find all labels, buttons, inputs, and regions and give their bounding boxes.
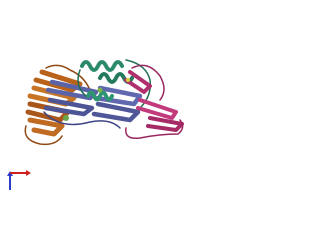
- loop: [45, 64, 91, 91]
- helix: [86, 90, 114, 102]
- strand: [93, 85, 143, 107]
- axis-indicator: [7, 170, 31, 190]
- chain-magenta: [124, 64, 184, 140]
- loop: [131, 64, 165, 101]
- helix: [80, 60, 124, 72]
- loop: [24, 125, 63, 146]
- loop: [77, 69, 87, 97]
- ligand: [63, 115, 69, 121]
- ligands: [63, 78, 130, 121]
- strand: [136, 98, 178, 120]
- loop: [125, 119, 184, 140]
- strand: [146, 116, 184, 132]
- strand: [27, 117, 65, 137]
- ligand: [126, 78, 130, 82]
- ligand: [97, 87, 103, 93]
- strand: [124, 70, 152, 94]
- axis-x-arrow: [26, 170, 31, 176]
- strand: [91, 101, 141, 123]
- page: [7, 59, 184, 190]
- structure-view: [7, 59, 184, 190]
- strand: [43, 97, 95, 117]
- loop: [43, 111, 121, 129]
